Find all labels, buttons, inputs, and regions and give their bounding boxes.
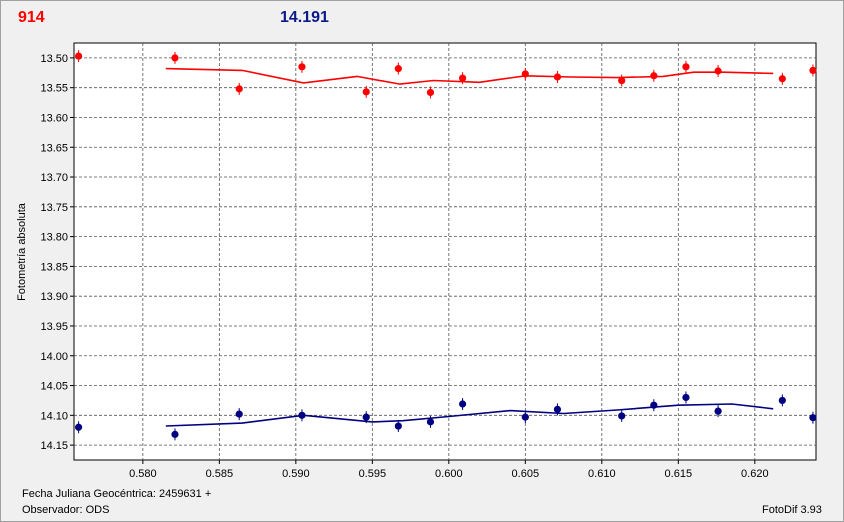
series-0-data-point: [650, 72, 658, 80]
y-tick-label: 13.95: [40, 321, 68, 333]
series-0-data-point: [171, 54, 179, 62]
y-tick-label: 13.60: [40, 112, 68, 124]
series-0-data-point: [682, 63, 690, 71]
series-0-data-point: [714, 67, 722, 75]
series-1-data-point: [171, 430, 179, 438]
series-1-data-point: [458, 400, 467, 408]
series-0-data-point: [235, 85, 243, 93]
header-right-value: 14.191: [280, 9, 329, 26]
x-axis-ticks: 0.580 0.585 0.590 0.595 0.600 0.605 0.610 0.615…: [129, 460, 769, 480]
series-layer: [74, 50, 817, 441]
x-tick-label: 0.580: [129, 468, 157, 480]
series-1-data-point: [298, 411, 306, 419]
x-tick-label: 0.620: [741, 468, 769, 480]
plot-area: [73, 42, 817, 461]
series-1-data-point: [362, 413, 370, 421]
software-version: FotoDif 3.93: [762, 504, 822, 516]
series-0-data-point: [618, 76, 626, 85]
y-tick-label: 13.75: [40, 202, 68, 214]
series-1-data-point: [74, 423, 83, 431]
y-tick-label: 13.70: [40, 172, 68, 184]
series-0-data-point: [809, 66, 817, 75]
observer-label: Observador: ODS: [22, 504, 110, 516]
series-1-data-point: [235, 410, 243, 418]
x-tick-label: 0.590: [282, 468, 310, 480]
series-0-data-point: [394, 65, 402, 73]
y-tick-label: 13.65: [40, 142, 68, 154]
series-0-data-point: [458, 74, 467, 82]
series-1-data-point: [426, 418, 435, 426]
series-0-data-point: [426, 88, 435, 97]
x-tick-label: 0.605: [512, 468, 540, 480]
series-1-data-point: [682, 393, 690, 402]
series-0-data-point: [553, 73, 562, 81]
x-axis-caption: Fecha Juliana Geocéntrica: 2459631 +: [22, 488, 212, 500]
x-tick-label: 0.600: [435, 468, 463, 480]
y-tick-label: 14.15: [40, 440, 68, 452]
y-axis-ticks: 13.50 13.55 13.60 13.65 13.70 13.75 13.80 13.85…: [40, 53, 74, 452]
series-1-trend-line: [165, 403, 774, 427]
series-1-data-point: [778, 396, 786, 405]
series-0-data-point: [298, 63, 306, 71]
series-1-data-point: [618, 412, 626, 420]
y-tick-label: 13.55: [40, 83, 68, 95]
series-0-data-point: [362, 88, 370, 96]
x-tick-label: 0.610: [588, 468, 616, 480]
series-1-data-point: [650, 401, 658, 409]
y-axis-label: Fotometría absoluta: [16, 202, 28, 301]
series-1-data-point: [809, 414, 817, 422]
y-tick-label: 14.00: [40, 351, 68, 363]
series-0-data-point: [74, 52, 83, 60]
grid-lines: [74, 43, 816, 460]
y-tick-label: 13.50: [40, 53, 68, 65]
series-1-data-point: [553, 405, 562, 413]
y-tick-label: 14.05: [40, 381, 68, 393]
y-tick-label: 13.90: [40, 291, 68, 303]
y-tick-label: 13.80: [40, 232, 68, 244]
x-tick-label: 0.615: [665, 468, 693, 480]
series-1-data-point: [714, 407, 722, 415]
y-tick-label: 14.10: [40, 410, 68, 422]
series-0-data-point: [521, 70, 529, 78]
series-1-data-point: [521, 413, 529, 421]
y-tick-label: 13.85: [40, 261, 68, 273]
series-0-data-point: [778, 75, 786, 83]
x-tick-label: 0.595: [359, 468, 387, 480]
series-0-trend-line: [165, 67, 774, 85]
header-left-value: 914: [18, 9, 45, 26]
x-tick-label: 0.585: [206, 468, 234, 480]
series-1-data-point: [394, 422, 402, 430]
